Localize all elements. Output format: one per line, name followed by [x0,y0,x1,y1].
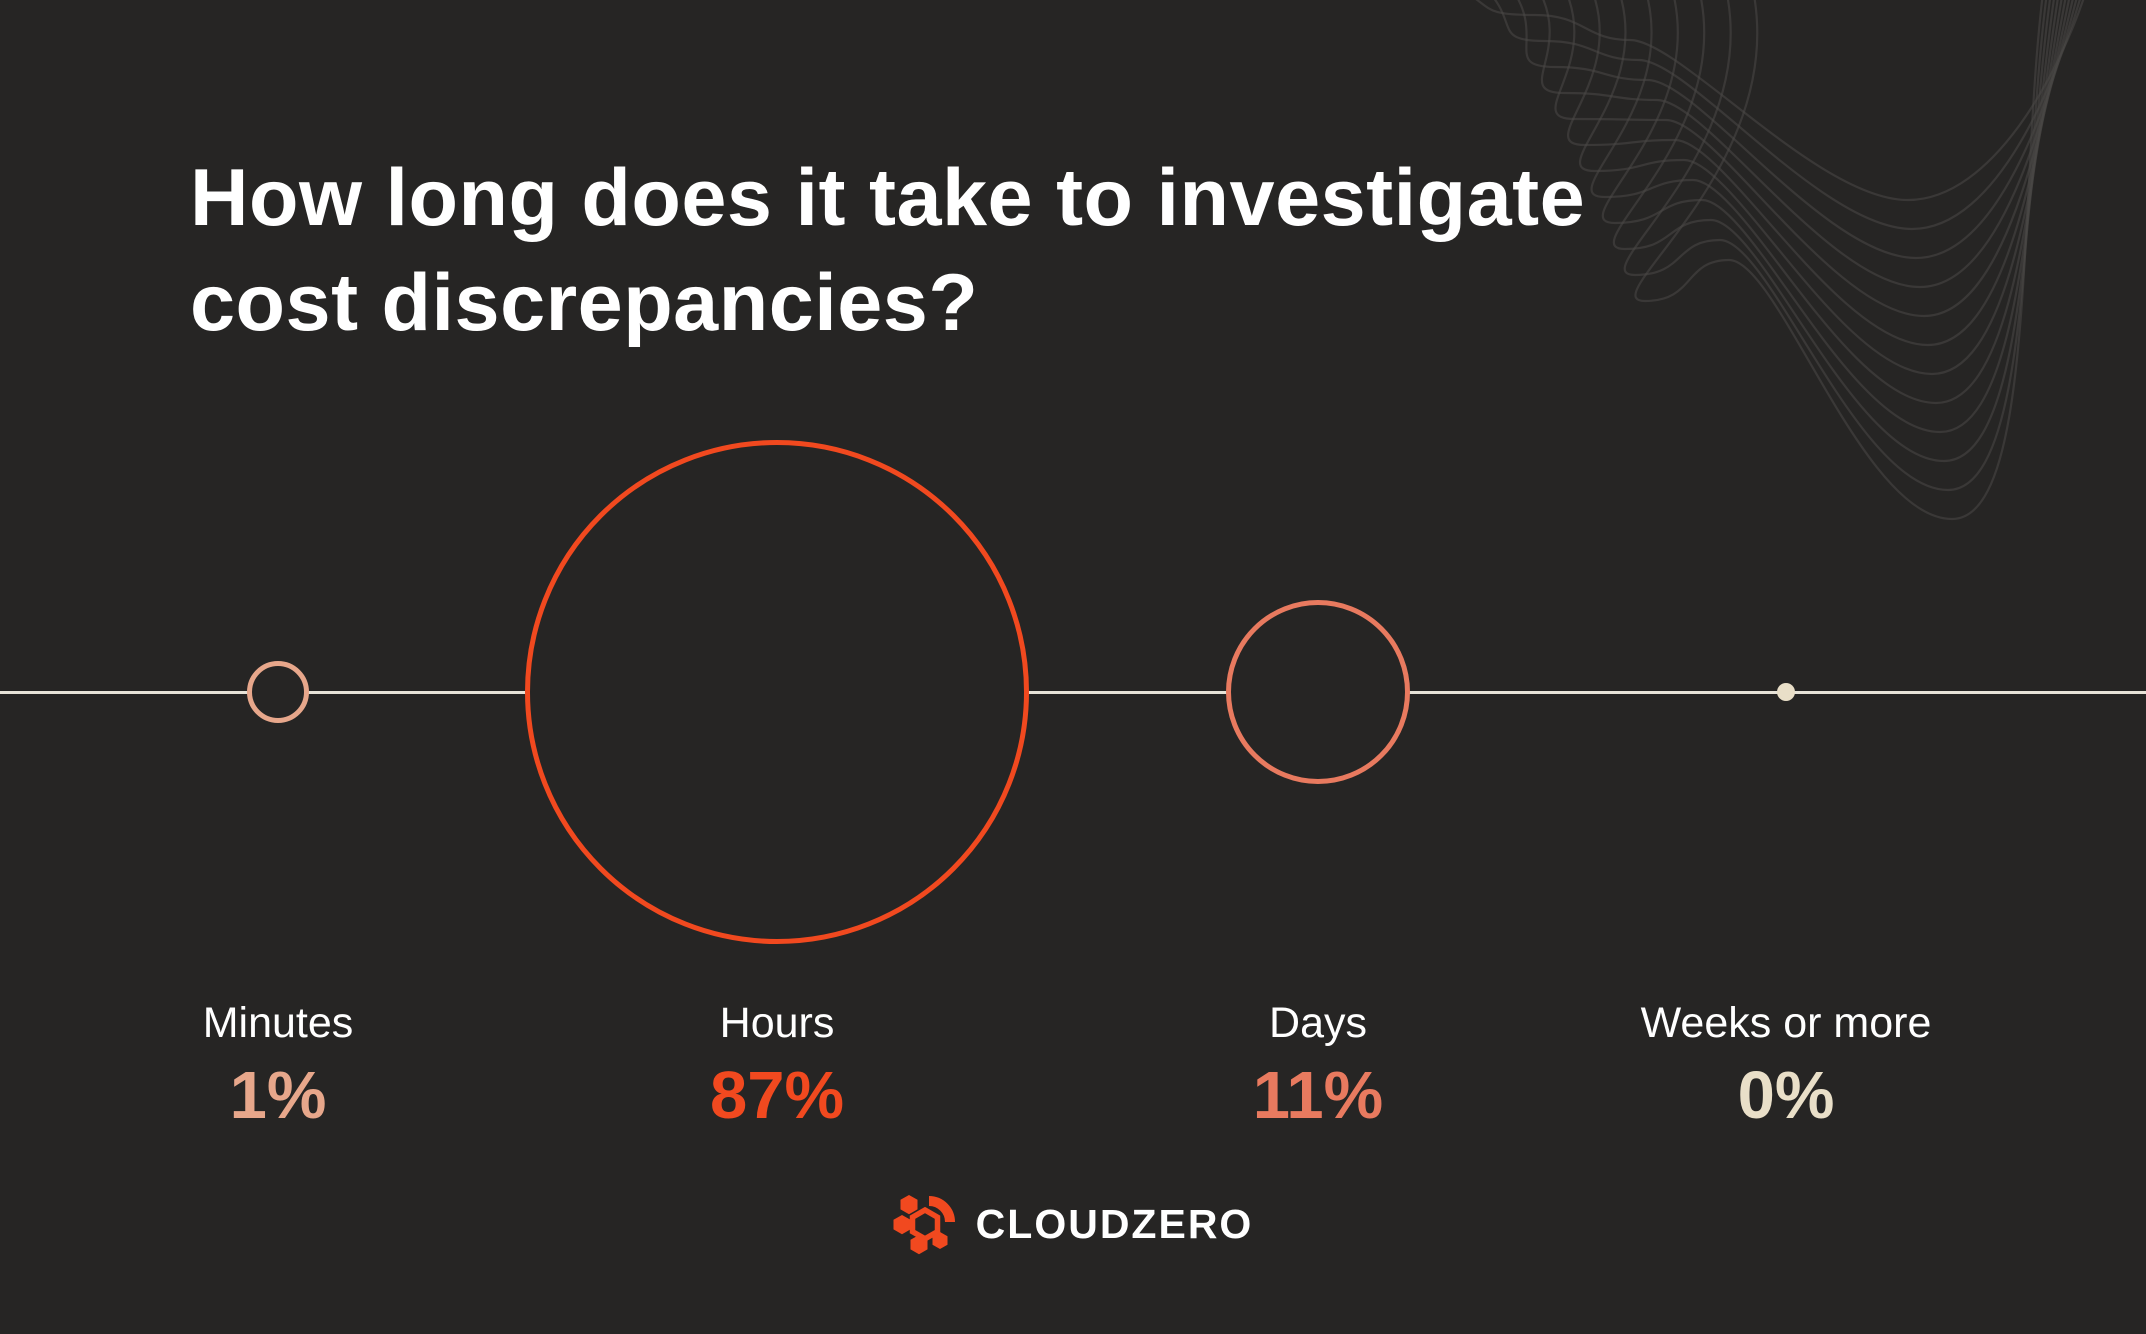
category-days: Days 11% [1108,996,1528,1134]
bubble-minutes [247,661,309,723]
page-title-line2: cost discrepancies? [190,258,979,348]
page-title: How long does it take to investigate cos… [190,146,1585,356]
category-value: 11% [1252,1058,1384,1133]
category-value: 0% [1737,1058,1835,1133]
category-value: 87% [709,1058,845,1133]
category-weeks-or-more: Weeks or more 0% [1576,996,1996,1134]
bubble-hours [525,440,1029,944]
page-title-line1: How long does it take to investigate [190,153,1586,243]
category-minutes: Minutes 1% [68,996,488,1134]
footer-brand: CLOUDZERO [0,1192,2146,1256]
cloudzero-logo-icon [893,1195,955,1255]
category-label: Minutes [202,999,354,1047]
bubble-weeks-dot [1777,683,1795,701]
category-label: Hours [719,999,835,1047]
category-label: Weeks or more [1640,999,1932,1047]
bubble-days [1226,600,1410,784]
category-value: 1% [229,1058,327,1133]
brand-wordmark: CLOUDZERO [975,1200,1254,1247]
category-hours: Hours 87% [567,996,987,1134]
axis-line [0,691,2146,694]
category-label: Days [1269,999,1367,1047]
